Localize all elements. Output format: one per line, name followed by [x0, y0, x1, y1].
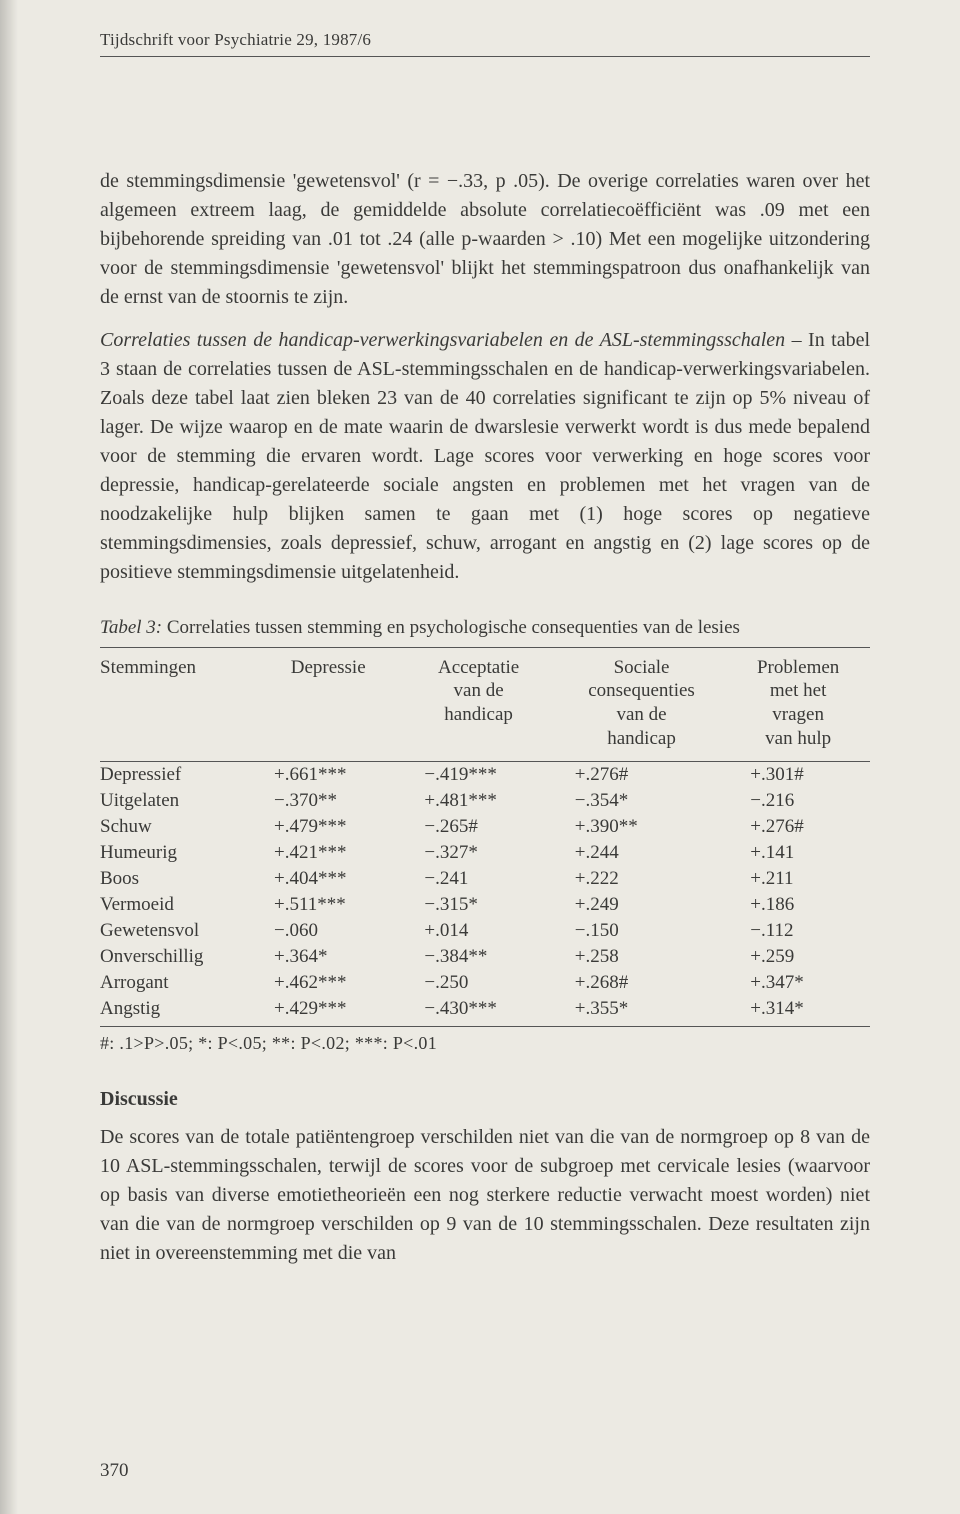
cell-value: +.249 — [557, 892, 733, 918]
cell-value: +.390** — [557, 814, 733, 840]
cell-value: +.511*** — [256, 892, 406, 918]
scan-shadow — [0, 0, 18, 1514]
cell-value: +.244 — [557, 840, 733, 866]
cell-value: +.259 — [732, 944, 870, 970]
row-label: Onverschillig — [100, 944, 256, 970]
table-caption: Tabel 3: Correlaties tussen stemming en … — [100, 615, 870, 641]
table-row: Arrogant+.462***−.250+.268#+.347* — [100, 970, 870, 996]
col-header-text: Depressie — [291, 657, 366, 678]
table-footnote: #: .1>P>.05; *: P<.05; **: P<.02; ***: P… — [100, 1033, 870, 1054]
cell-value: +.276# — [557, 761, 733, 788]
cell-value: +.258 — [557, 944, 733, 970]
cell-value: +.355* — [557, 996, 733, 1027]
table-caption-rest: Correlaties tussen stemming en psycholog… — [162, 617, 740, 638]
row-label: Angstig — [100, 996, 256, 1027]
row-label: Uitgelaten — [100, 788, 256, 814]
row-label: Boos — [100, 866, 256, 892]
col-header-text: van hulp — [765, 728, 831, 749]
col-header-text: Stemmingen — [100, 657, 196, 678]
cell-value: −.150 — [557, 918, 733, 944]
paragraph-2-rest: – In tabel 3 staan de correlaties tussen… — [100, 329, 870, 583]
cell-value: +.222 — [557, 866, 733, 892]
row-label: Arrogant — [100, 970, 256, 996]
cell-value: +.421*** — [256, 840, 406, 866]
row-label: Depressief — [100, 761, 256, 788]
table-body: Depressief+.661***−.419***+.276#+.301#Ui… — [100, 761, 870, 1026]
col-header-problemen: Problemen met het vragen van hulp — [732, 647, 870, 761]
section-heading-discussie: Discussie — [100, 1088, 870, 1111]
cell-value: +.276# — [732, 814, 870, 840]
cell-value: +.301# — [732, 761, 870, 788]
cell-value: −.241 — [406, 866, 556, 892]
row-label: Humeurig — [100, 840, 256, 866]
cell-value: −.250 — [406, 970, 556, 996]
cell-value: +.429*** — [256, 996, 406, 1027]
col-header-text: handicap — [607, 728, 676, 749]
journal-header: Tijdschrift voor Psychiatrie 29, 1987/6 — [100, 30, 870, 57]
cell-value: +.141 — [732, 840, 870, 866]
table-row: Gewetensvol−.060+.014−.150−.112 — [100, 918, 870, 944]
paragraph-1: de stemmingsdimensie 'gewetensvol' (r = … — [100, 167, 870, 312]
discussion-body: De scores van de totale patiëntengroep v… — [100, 1123, 870, 1268]
cell-value: +.364* — [256, 944, 406, 970]
cell-value: −.060 — [256, 918, 406, 944]
cell-value: −.327* — [406, 840, 556, 866]
col-header-text: vragen — [772, 704, 824, 725]
cell-value: +.314* — [732, 996, 870, 1027]
col-header-text: Sociale — [614, 657, 670, 678]
table-row: Angstig+.429***−.430***+.355*+.314* — [100, 996, 870, 1027]
cell-value: +.186 — [732, 892, 870, 918]
page: Tijdschrift voor Psychiatrie 29, 1987/6 … — [0, 0, 960, 1514]
cell-value: −.112 — [732, 918, 870, 944]
cell-value: +.462*** — [256, 970, 406, 996]
row-label: Schuw — [100, 814, 256, 840]
table-row: Onverschillig+.364*−.384**+.258+.259 — [100, 944, 870, 970]
body-text: de stemmingsdimensie 'gewetensvol' (r = … — [100, 167, 870, 587]
col-header-text: van de — [616, 704, 666, 725]
correlation-table: Stemmingen Depressie Acceptatie van de h… — [100, 647, 870, 1027]
cell-value: −.354* — [557, 788, 733, 814]
col-header-text: consequenties — [588, 680, 695, 701]
cell-value: +.479*** — [256, 814, 406, 840]
col-header-text: met het — [770, 680, 826, 701]
col-header-text: handicap — [444, 704, 513, 725]
cell-value: −.384** — [406, 944, 556, 970]
cell-value: −.315* — [406, 892, 556, 918]
cell-value: −.265# — [406, 814, 556, 840]
table-row: Boos+.404***−.241+.222+.211 — [100, 866, 870, 892]
cell-value: +.481*** — [406, 788, 556, 814]
cell-value: −.419*** — [406, 761, 556, 788]
paragraph-2: Correlaties tussen de handicap-verwerkin… — [100, 326, 870, 587]
col-header-sociale: Sociale consequenties van de handicap — [557, 647, 733, 761]
table-row: Uitgelaten−.370**+.481***−.354*−.216 — [100, 788, 870, 814]
cell-value: −.216 — [732, 788, 870, 814]
row-label: Vermoeid — [100, 892, 256, 918]
table-row: Depressief+.661***−.419***+.276#+.301# — [100, 761, 870, 788]
cell-value: −.370** — [256, 788, 406, 814]
page-number: 370 — [100, 1460, 129, 1482]
cell-value: +.268# — [557, 970, 733, 996]
cell-value: +.211 — [732, 866, 870, 892]
table-row: Vermoeid+.511***−.315*+.249+.186 — [100, 892, 870, 918]
table-header-row: Stemmingen Depressie Acceptatie van de h… — [100, 647, 870, 761]
table-row: Schuw+.479***−.265#+.390**+.276# — [100, 814, 870, 840]
paragraph-3: De scores van de totale patiëntengroep v… — [100, 1123, 870, 1268]
cell-value: +.347* — [732, 970, 870, 996]
table-row: Humeurig+.421***−.327*+.244+.141 — [100, 840, 870, 866]
col-header-acceptatie: Acceptatie van de handicap — [406, 647, 556, 761]
col-header-text: van de — [454, 680, 504, 701]
table-caption-lead: Tabel 3: — [100, 617, 162, 638]
col-header-depressie: Depressie — [256, 647, 406, 761]
col-header-text: Problemen — [757, 657, 839, 678]
cell-value: +.661*** — [256, 761, 406, 788]
cell-value: +.404*** — [256, 866, 406, 892]
col-header-stemmingen: Stemmingen — [100, 647, 256, 761]
cell-value: +.014 — [406, 918, 556, 944]
col-header-text: Acceptatie — [438, 657, 519, 678]
row-label: Gewetensvol — [100, 918, 256, 944]
cell-value: −.430*** — [406, 996, 556, 1027]
paragraph-2-lead: Correlaties tussen de handicap-verwerkin… — [100, 329, 785, 351]
